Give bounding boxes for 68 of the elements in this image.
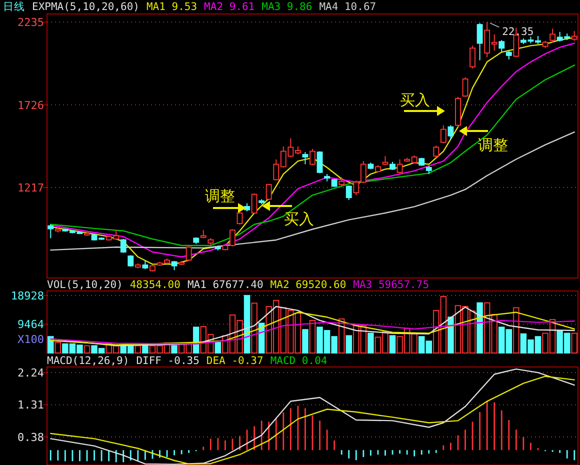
text: MA2 69520.60 — [270, 279, 346, 291]
bar — [309, 320, 316, 354]
candlestick — [346, 184, 352, 201]
line-series — [50, 306, 575, 346]
text: MA4 10.67 — [319, 1, 376, 13]
line-series — [50, 312, 575, 346]
candlestick — [251, 193, 258, 214]
candlestick — [550, 28, 556, 43]
candlestick — [236, 212, 243, 225]
chart-title: MACD(12,26,9) — [47, 355, 130, 367]
text: DIFF -0.35 — [136, 355, 200, 367]
annotation: 调整 — [478, 136, 508, 154]
text: MA1 9.53 — [146, 1, 198, 13]
candlestick — [266, 183, 272, 201]
annotation: 调整 — [205, 187, 235, 205]
bar — [48, 336, 54, 354]
y-tick-label: 0.38 — [18, 430, 44, 444]
bar — [302, 329, 308, 354]
candlestick — [470, 45, 476, 69]
candlestick — [396, 158, 403, 174]
candlestick — [476, 22, 483, 61]
candlestick — [498, 39, 505, 53]
chart-title: 日线 — [3, 0, 25, 13]
candlestick — [302, 152, 308, 165]
bar — [346, 335, 352, 354]
bar — [389, 335, 396, 354]
text: 48354.00 — [130, 279, 180, 291]
candlestick — [186, 246, 192, 262]
y-tick-label: 2.24 — [18, 366, 44, 380]
chart-subtitle: EXPMA(5,10,20,60) — [32, 1, 140, 13]
annotation: MACD 0.04 — [270, 355, 328, 367]
annotation: 买入 — [284, 210, 314, 228]
text: DEA -0.37 — [206, 355, 264, 367]
bar — [214, 342, 222, 354]
text: MA2 9.61 — [204, 1, 255, 13]
candlestick — [48, 224, 54, 239]
bar — [513, 307, 520, 354]
annotation: 买入 — [400, 91, 430, 109]
y-tick-label: 2235 — [18, 16, 44, 30]
text: MA3 9.86 — [262, 1, 312, 13]
bar — [571, 332, 578, 354]
candlestick — [462, 76, 468, 98]
bar — [171, 345, 178, 354]
y-tick-label: 1217 — [18, 182, 44, 195]
candlestick — [448, 124, 454, 140]
y-tick-label: 1.31 — [18, 398, 44, 412]
candlestick — [171, 260, 178, 271]
series-label: MA1 67677.40 — [187, 279, 264, 291]
bar — [84, 345, 90, 354]
y-axis-title: X100 — [18, 333, 44, 346]
bar — [368, 332, 374, 354]
bar — [476, 302, 483, 354]
candlestick — [440, 124, 446, 144]
bar — [244, 294, 250, 354]
bar — [251, 302, 258, 354]
line-series — [50, 132, 575, 251]
candlestick — [571, 30, 578, 42]
y-tick-label: 1726 — [18, 98, 44, 112]
bar — [54, 342, 62, 354]
candlestick — [120, 238, 126, 254]
chart-title: VOL(5,10,20) — [47, 279, 123, 291]
candlestick — [433, 145, 440, 158]
y-tick-label: 9464 — [18, 318, 44, 332]
text: MA3 59657.75 — [353, 279, 430, 291]
y-tick-label: 18928 — [10, 289, 44, 302]
bar — [448, 316, 454, 354]
line-series — [50, 320, 575, 344]
candlestick — [310, 148, 316, 166]
